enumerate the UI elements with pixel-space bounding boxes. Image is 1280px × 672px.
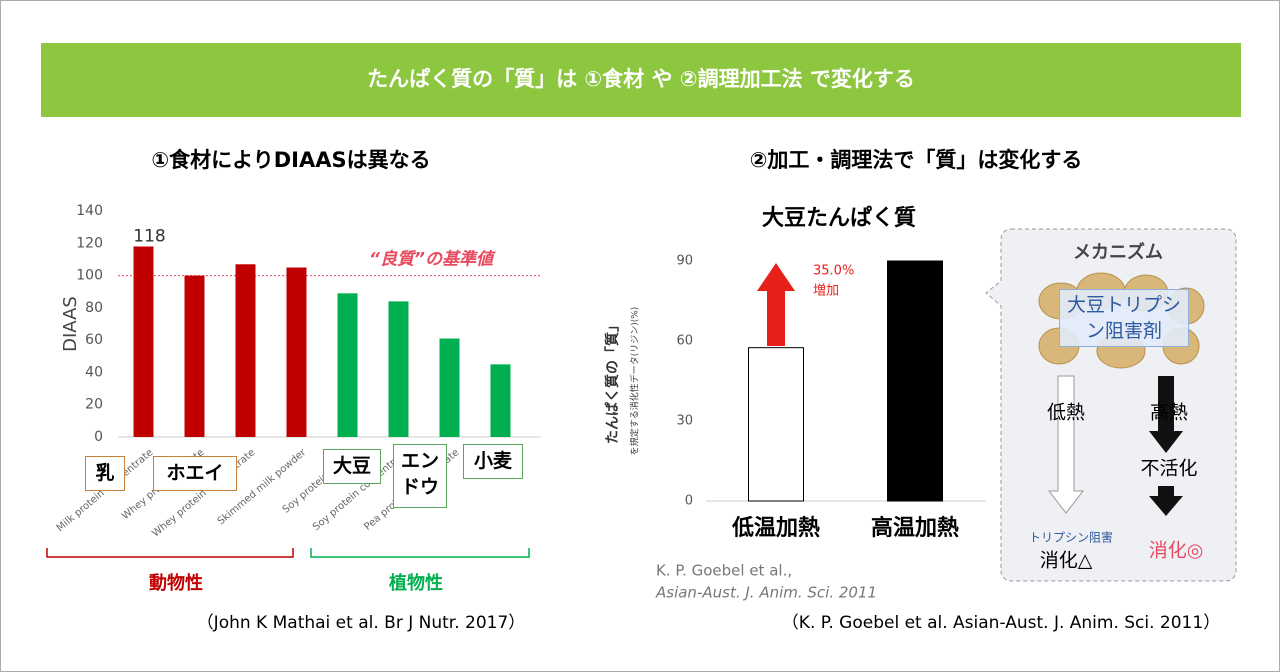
bar [337, 293, 358, 437]
y-tick-label: 140 [76, 203, 103, 219]
category-box: 大豆 [323, 449, 381, 484]
high-heat: 高熱 [1150, 402, 1188, 424]
y-tick-label: 40 [85, 364, 103, 380]
bar [748, 347, 804, 502]
category-box: 乳 [85, 456, 125, 491]
left-title: ①食材によりDIAASは異なる [151, 148, 430, 172]
increase-arrow [757, 263, 795, 346]
inner-citation: Asian-Aust. J. Anim. Sci. 2011 [655, 584, 877, 602]
y-tick-label: 90 [676, 254, 693, 269]
y-tick-label: 0 [94, 429, 103, 445]
bar [490, 364, 511, 437]
group-label: 動物性 [149, 572, 203, 594]
y-tick-label: 120 [76, 235, 103, 251]
citation: （John K Mathai et al. Br J Nutr. 2017） [197, 613, 526, 633]
digestion-low: 消化△ [1040, 550, 1093, 572]
inner-citation: K. P. Goebel et al., [656, 562, 792, 580]
bar [388, 301, 409, 437]
inactivation: 不活化 [1140, 458, 1197, 480]
y-sublabel: を規定する消化性データ(リジン)(%) [629, 307, 641, 456]
annotation: 35.0% [813, 264, 854, 279]
high-heat-arrow [1149, 486, 1183, 516]
x-tick-label: 低温加熱 [731, 515, 820, 541]
y-tick-label: 100 [76, 268, 103, 284]
group-bracket [310, 548, 530, 558]
value-label: 118 [133, 227, 165, 247]
group-bracket [46, 548, 294, 558]
bar [286, 267, 307, 437]
y-tick-label: 60 [676, 334, 693, 349]
mechanism-title: メカニズム [1073, 241, 1163, 263]
category-box: ホエイ [153, 456, 237, 491]
y-tick-label: 60 [85, 332, 103, 348]
y-tick-label: 20 [85, 397, 103, 413]
y-tick-label: 0 [685, 494, 693, 509]
chart-title: 大豆たんぱく質 [762, 205, 916, 231]
annotation: 増加 [813, 284, 839, 299]
x-tick-label: 高温加熱 [871, 515, 959, 541]
trypsin-inhibition: トリプシン阻害 [1029, 530, 1113, 545]
inhibitor-label: 大豆トリプシン阻害剤 [1059, 289, 1189, 347]
banner-bg [41, 43, 1241, 117]
banner: たんぱく質の「質」は ①食材 や ②調理加工法 で変化する [367, 67, 915, 91]
digestion-high: 消化◎ [1149, 540, 1204, 562]
bar [184, 275, 205, 437]
reference-label: “良質”の基準値 [369, 250, 496, 270]
bar [439, 338, 460, 437]
citation: （K. P. Goebel et al. Asian-Aust. J. Anim… [782, 613, 1220, 633]
low-heat-arrow [1047, 375, 1085, 514]
category-box: エンドウ [393, 444, 447, 508]
y-tick-label: 80 [85, 300, 103, 316]
y-label: たんぱく質の「質」 [604, 318, 621, 444]
bar [235, 264, 256, 437]
right-title: ②加工・調理法で「質」は変化する [750, 148, 1083, 172]
high-heat-arrow [1149, 376, 1183, 453]
y-tick-label: 30 [676, 414, 693, 429]
low-heat: 低熱 [1047, 402, 1085, 424]
group-label: 植物性 [389, 572, 443, 594]
category-box: 小麦 [463, 444, 523, 479]
y-label: DIAAS [60, 296, 81, 352]
bar [887, 260, 943, 502]
bar [133, 246, 154, 437]
